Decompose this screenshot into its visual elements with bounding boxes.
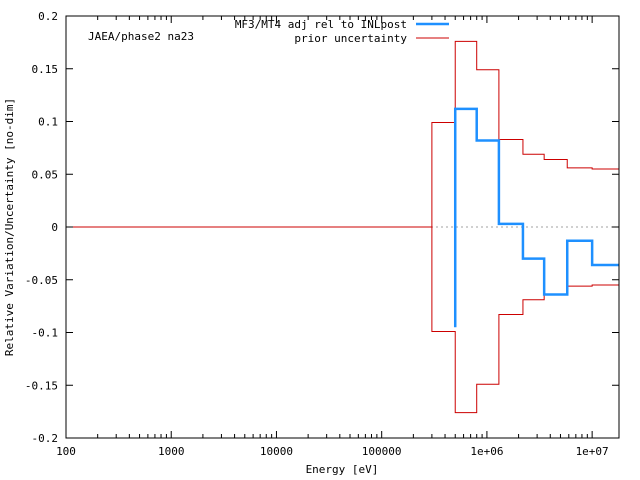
y-axis-label: Relative Variation/Uncertainty [no-dim]	[3, 98, 16, 356]
y-tick-label: -0.05	[25, 274, 58, 287]
chart-annotation: JAEA/phase2 na23	[88, 30, 194, 43]
y-tick-label: 0.2	[38, 10, 58, 23]
y-tick-label: 0.15	[32, 63, 59, 76]
y-tick-label: 0.05	[32, 168, 59, 181]
series-layer	[66, 40, 619, 414]
x-axis-label: Energy [eV]	[306, 463, 379, 476]
x-tick-label: 1e+07	[576, 445, 609, 458]
x-tick-label: 10000	[260, 445, 293, 458]
series-adjustment-line	[453, 107, 619, 328]
series-prior-uncertainty-upper	[66, 40, 619, 228]
x-tick-label: 1e+06	[470, 445, 503, 458]
y-tick-label: 0	[51, 221, 58, 234]
y-tick-label: -0.15	[25, 379, 58, 392]
y-tick-label: 0.1	[38, 116, 58, 129]
legend-label-adjustment: MF3/MT4 adj rel to INLpost	[235, 18, 407, 31]
x-tick-label: 1000	[158, 445, 185, 458]
legend: MF3/MT4 adj rel to INLpost prior uncerta…	[235, 18, 449, 45]
series-prior-uncertainty-lower	[431, 227, 619, 414]
y-tick-label: -0.2	[32, 432, 59, 445]
legend-label-prior-uncertainty: prior uncertainty	[294, 32, 407, 45]
x-tick-label: 100000	[362, 445, 402, 458]
y-tick-label: -0.1	[32, 327, 59, 340]
x-tick-label: 100	[56, 445, 76, 458]
